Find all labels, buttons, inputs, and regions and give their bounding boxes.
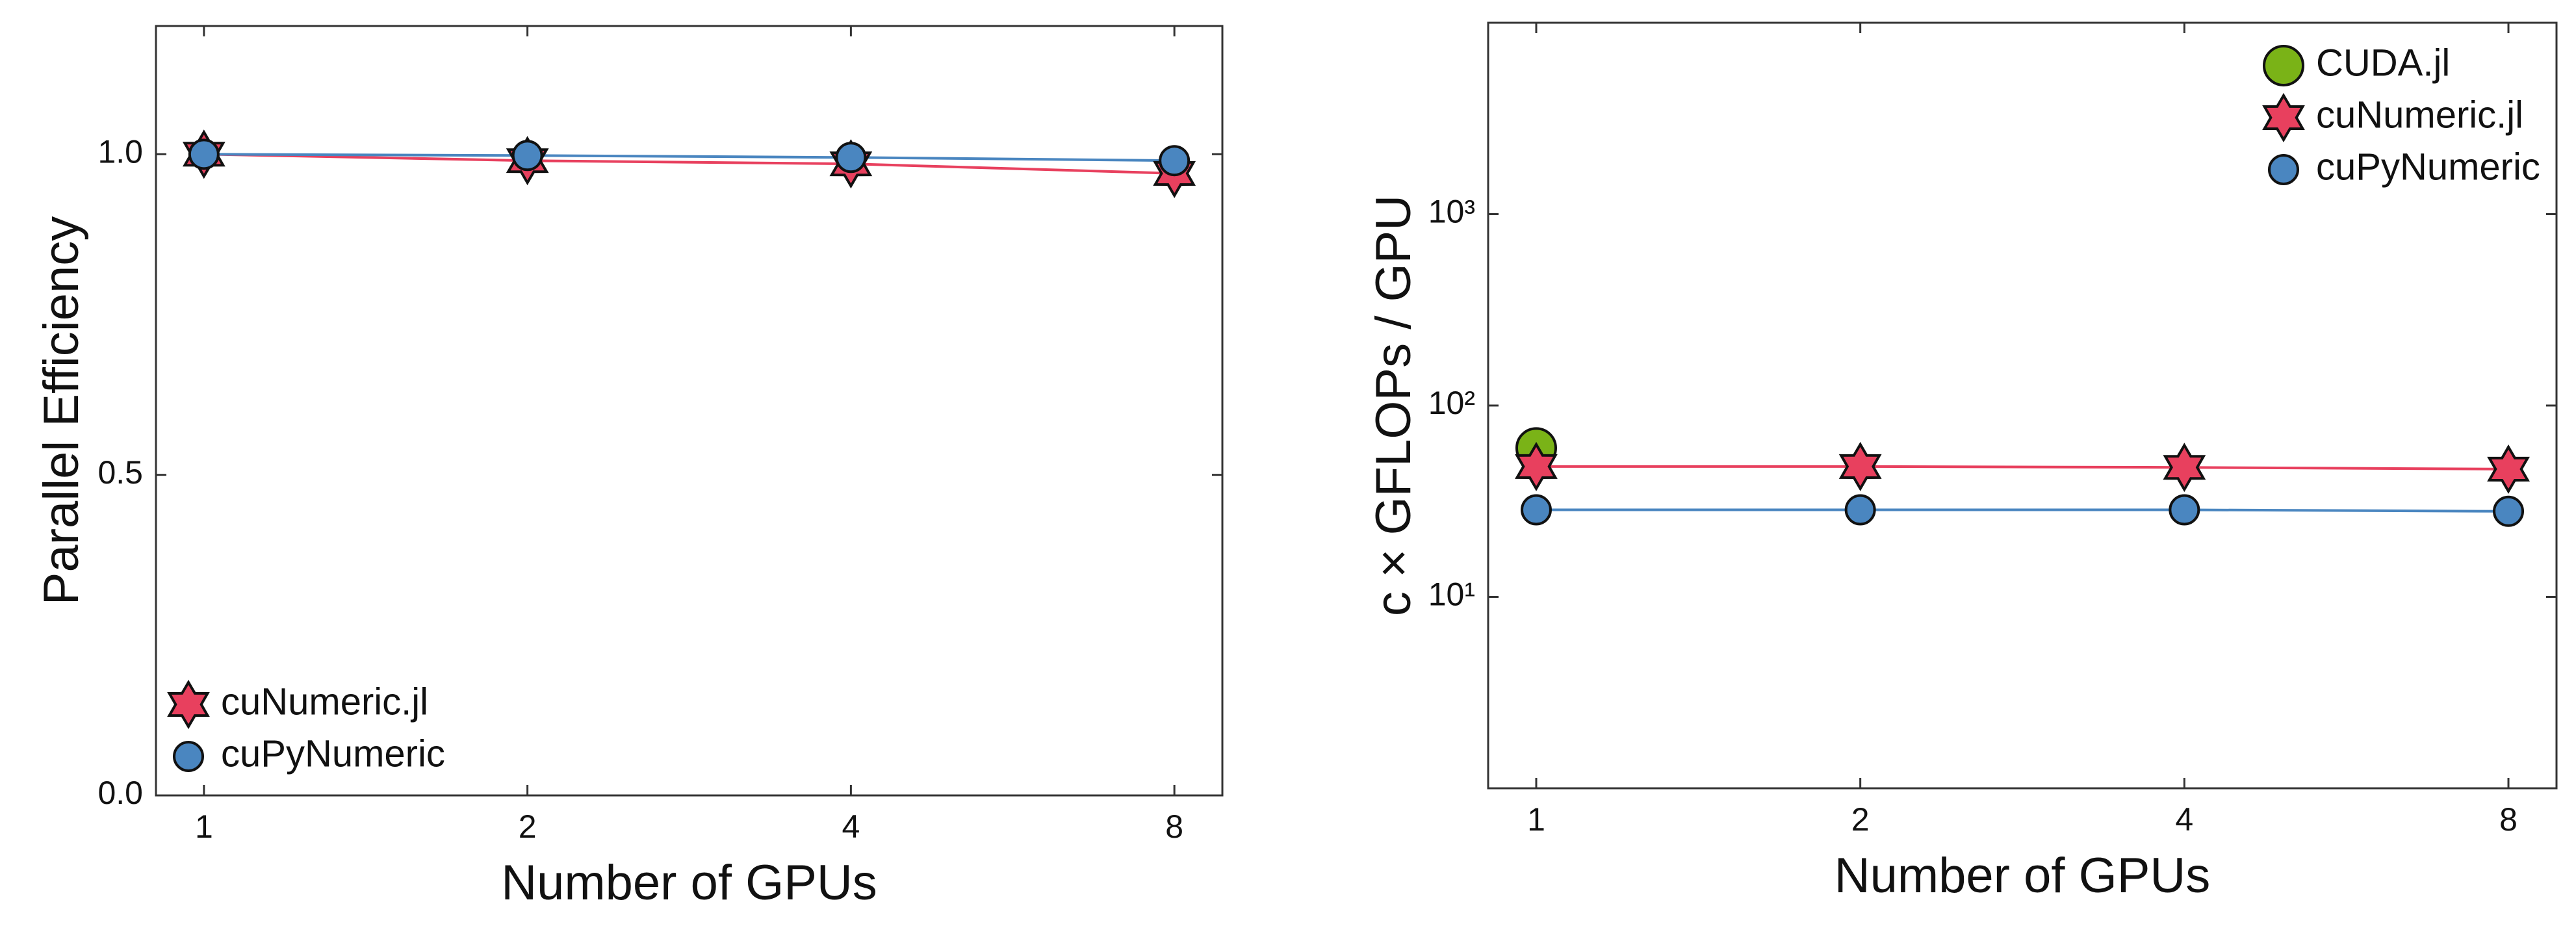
legend-label: cuPyNumeric bbox=[221, 732, 445, 775]
x-tick-label: 4 bbox=[842, 808, 860, 845]
circle-marker bbox=[1520, 494, 1552, 526]
circle-marker bbox=[2263, 45, 2304, 86]
circle-marker bbox=[2169, 494, 2200, 526]
series-line bbox=[1536, 465, 2509, 470]
series-line bbox=[203, 153, 1175, 162]
y-tick-label: 10² bbox=[1428, 385, 1475, 421]
y-tick-label: 0.5 bbox=[97, 454, 143, 491]
circle-marker bbox=[1844, 494, 1876, 526]
plot-frame bbox=[155, 25, 1224, 797]
star-marker bbox=[2487, 444, 2530, 494]
x-tick-label: 4 bbox=[2175, 801, 2193, 838]
x-tick-label: 1 bbox=[195, 808, 213, 845]
series-line bbox=[203, 153, 1175, 175]
y-tick-label: 1.0 bbox=[97, 134, 143, 170]
x-tick-label: 2 bbox=[1851, 801, 1870, 838]
circle-marker bbox=[511, 140, 543, 172]
x-axis-label: Number of GPUs bbox=[1835, 848, 2211, 903]
legend-label: cuPyNumeric bbox=[2316, 146, 2540, 188]
plot-frame bbox=[1487, 21, 2558, 790]
x-tick-label: 2 bbox=[519, 808, 537, 845]
x-tick-label: 8 bbox=[1165, 808, 1183, 845]
star-marker bbox=[1515, 441, 1558, 491]
circle-marker bbox=[2268, 154, 2299, 185]
star-marker bbox=[167, 680, 210, 729]
circle-marker bbox=[188, 138, 220, 170]
star-marker bbox=[2163, 443, 2206, 493]
x-tick-label: 1 bbox=[1527, 801, 1545, 838]
y-tick-label: 0.0 bbox=[97, 775, 143, 811]
circle-marker bbox=[1159, 145, 1191, 177]
y-axis-label: Parallel Efficiency bbox=[34, 216, 89, 605]
star-marker bbox=[1838, 441, 1882, 491]
legend-label: CUDA.jl bbox=[2316, 42, 2450, 84]
y-axis-label: c × GFLOPs / GPU bbox=[1366, 195, 1421, 616]
circle-marker bbox=[2493, 495, 2525, 527]
legend-label: cuNumeric.jl bbox=[2316, 94, 2523, 136]
y-tick-label: 10³ bbox=[1428, 194, 1475, 230]
circle-marker bbox=[835, 142, 867, 174]
circle-marker bbox=[173, 741, 204, 772]
y-tick-label: 10¹ bbox=[1428, 576, 1475, 613]
star-marker bbox=[2262, 93, 2305, 142]
legend-label: cuNumeric.jl bbox=[221, 680, 428, 723]
x-axis-label: Number of GPUs bbox=[501, 855, 877, 910]
series-line bbox=[1536, 508, 2509, 513]
x-tick-label: 8 bbox=[2499, 801, 2518, 838]
